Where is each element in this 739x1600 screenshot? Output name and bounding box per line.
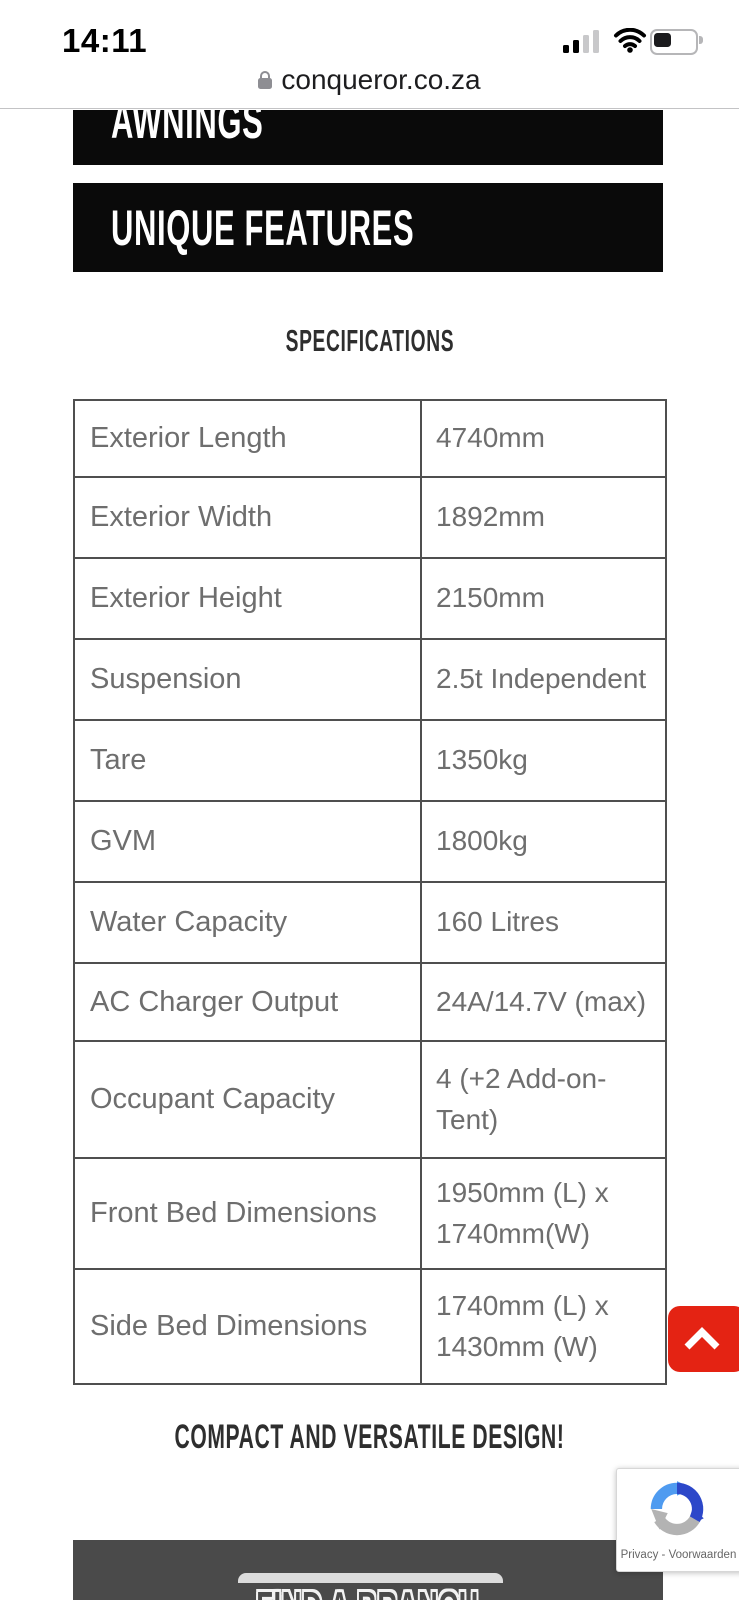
table-row: Exterior Width 1892mm [73, 476, 667, 559]
battery-icon [650, 29, 703, 55]
spec-value: 1350kg [420, 719, 667, 802]
spec-value: 4 (+2 Add-on-Tent) [420, 1040, 667, 1159]
spec-label: GVM [73, 800, 422, 883]
lock-icon [258, 70, 273, 90]
specifications-heading: SPECIFICATIONS [285, 323, 454, 358]
find-branch-button[interactable]: FIND A BRANCH [188, 1583, 547, 1600]
wifi-icon [613, 27, 647, 58]
table-row: GVM 1800kg [73, 800, 667, 883]
status-icons [563, 27, 713, 55]
accordion-header-unique-features[interactable]: UNIQUE FEATURES [73, 183, 663, 272]
table-row: AC Charger Output 24A/14.7V (max) [73, 962, 667, 1042]
accordion-label-unique-features: UNIQUE FEATURES [111, 199, 415, 256]
table-row: Occupant Capacity 4 (+2 Add-on-Tent) [73, 1040, 667, 1159]
table-row: Front Bed Dimensions 1950mm (L) x 1740mm(… [73, 1157, 667, 1270]
spec-value: 24A/14.7V (max) [420, 962, 667, 1042]
recaptcha-terms-link[interactable]: Voorwaarden [668, 1549, 737, 1561]
find-branch-button-top-edge [238, 1573, 503, 1583]
spec-label: Occupant Capacity [73, 1040, 422, 1159]
accordion-label-awnings: AWNINGS [111, 110, 264, 149]
recaptcha-privacy-link[interactable]: Privacy [620, 1549, 659, 1561]
spec-label: AC Charger Output [73, 962, 422, 1042]
spec-value: 160 Litres [420, 881, 667, 964]
recaptcha-badge: Privacy - Voorwaarden [616, 1468, 739, 1572]
scroll-to-top-button[interactable] [668, 1306, 739, 1372]
chevron-up-icon [684, 1327, 720, 1350]
recaptcha-logo-icon [643, 1478, 711, 1547]
table-row: Side Bed Dimensions 1740mm (L) x 1430mm (… [73, 1268, 667, 1385]
spec-value: 4740mm [420, 399, 667, 478]
spec-label: Side Bed Dimensions [73, 1268, 422, 1385]
specifications-table: Exterior Length 4740mm Exterior Width 1892… [73, 399, 667, 1385]
table-row: Tare 1350kg [73, 719, 667, 802]
url-domain: conqueror.co.za [281, 64, 481, 95]
spec-label: Front Bed Dimensions [73, 1157, 422, 1270]
recaptcha-separator: - [661, 1549, 666, 1561]
spec-value: 1800kg [420, 800, 667, 883]
url-bar[interactable]: conqueror.co.za [0, 64, 739, 98]
spec-value: 2150mm [420, 557, 667, 640]
spec-label: Exterior Height [73, 557, 422, 640]
spec-value: 1740mm (L) x 1430mm (W) [420, 1268, 667, 1385]
table-row: Exterior Length 4740mm [73, 399, 667, 478]
browser-chrome-divider [0, 108, 739, 109]
footer-banner: FIND A BRANCH [73, 1540, 663, 1600]
table-row: Exterior Height 2150mm [73, 557, 667, 640]
accordion-header-awnings[interactable]: AWNINGS [73, 110, 663, 165]
table-row: Suspension 2.5t Independent [73, 638, 667, 721]
spec-label: Tare [73, 719, 422, 802]
spec-value: 1950mm (L) x 1740mm(W) [420, 1157, 667, 1270]
spec-label: Suspension [73, 638, 422, 721]
spec-label: Exterior Length [73, 399, 422, 478]
spec-value: 2.5t Independent [420, 638, 667, 721]
cellular-signal-icon [563, 30, 603, 53]
spec-label: Water Capacity [73, 881, 422, 964]
spec-value: 1892mm [420, 476, 667, 559]
tagline-heading: COMPACT AND VERSATILE DESIGN! [174, 1418, 565, 1456]
status-time: 14:11 [62, 22, 148, 59]
table-row: Water Capacity 160 Litres [73, 881, 667, 964]
spec-label: Exterior Width [73, 476, 422, 559]
